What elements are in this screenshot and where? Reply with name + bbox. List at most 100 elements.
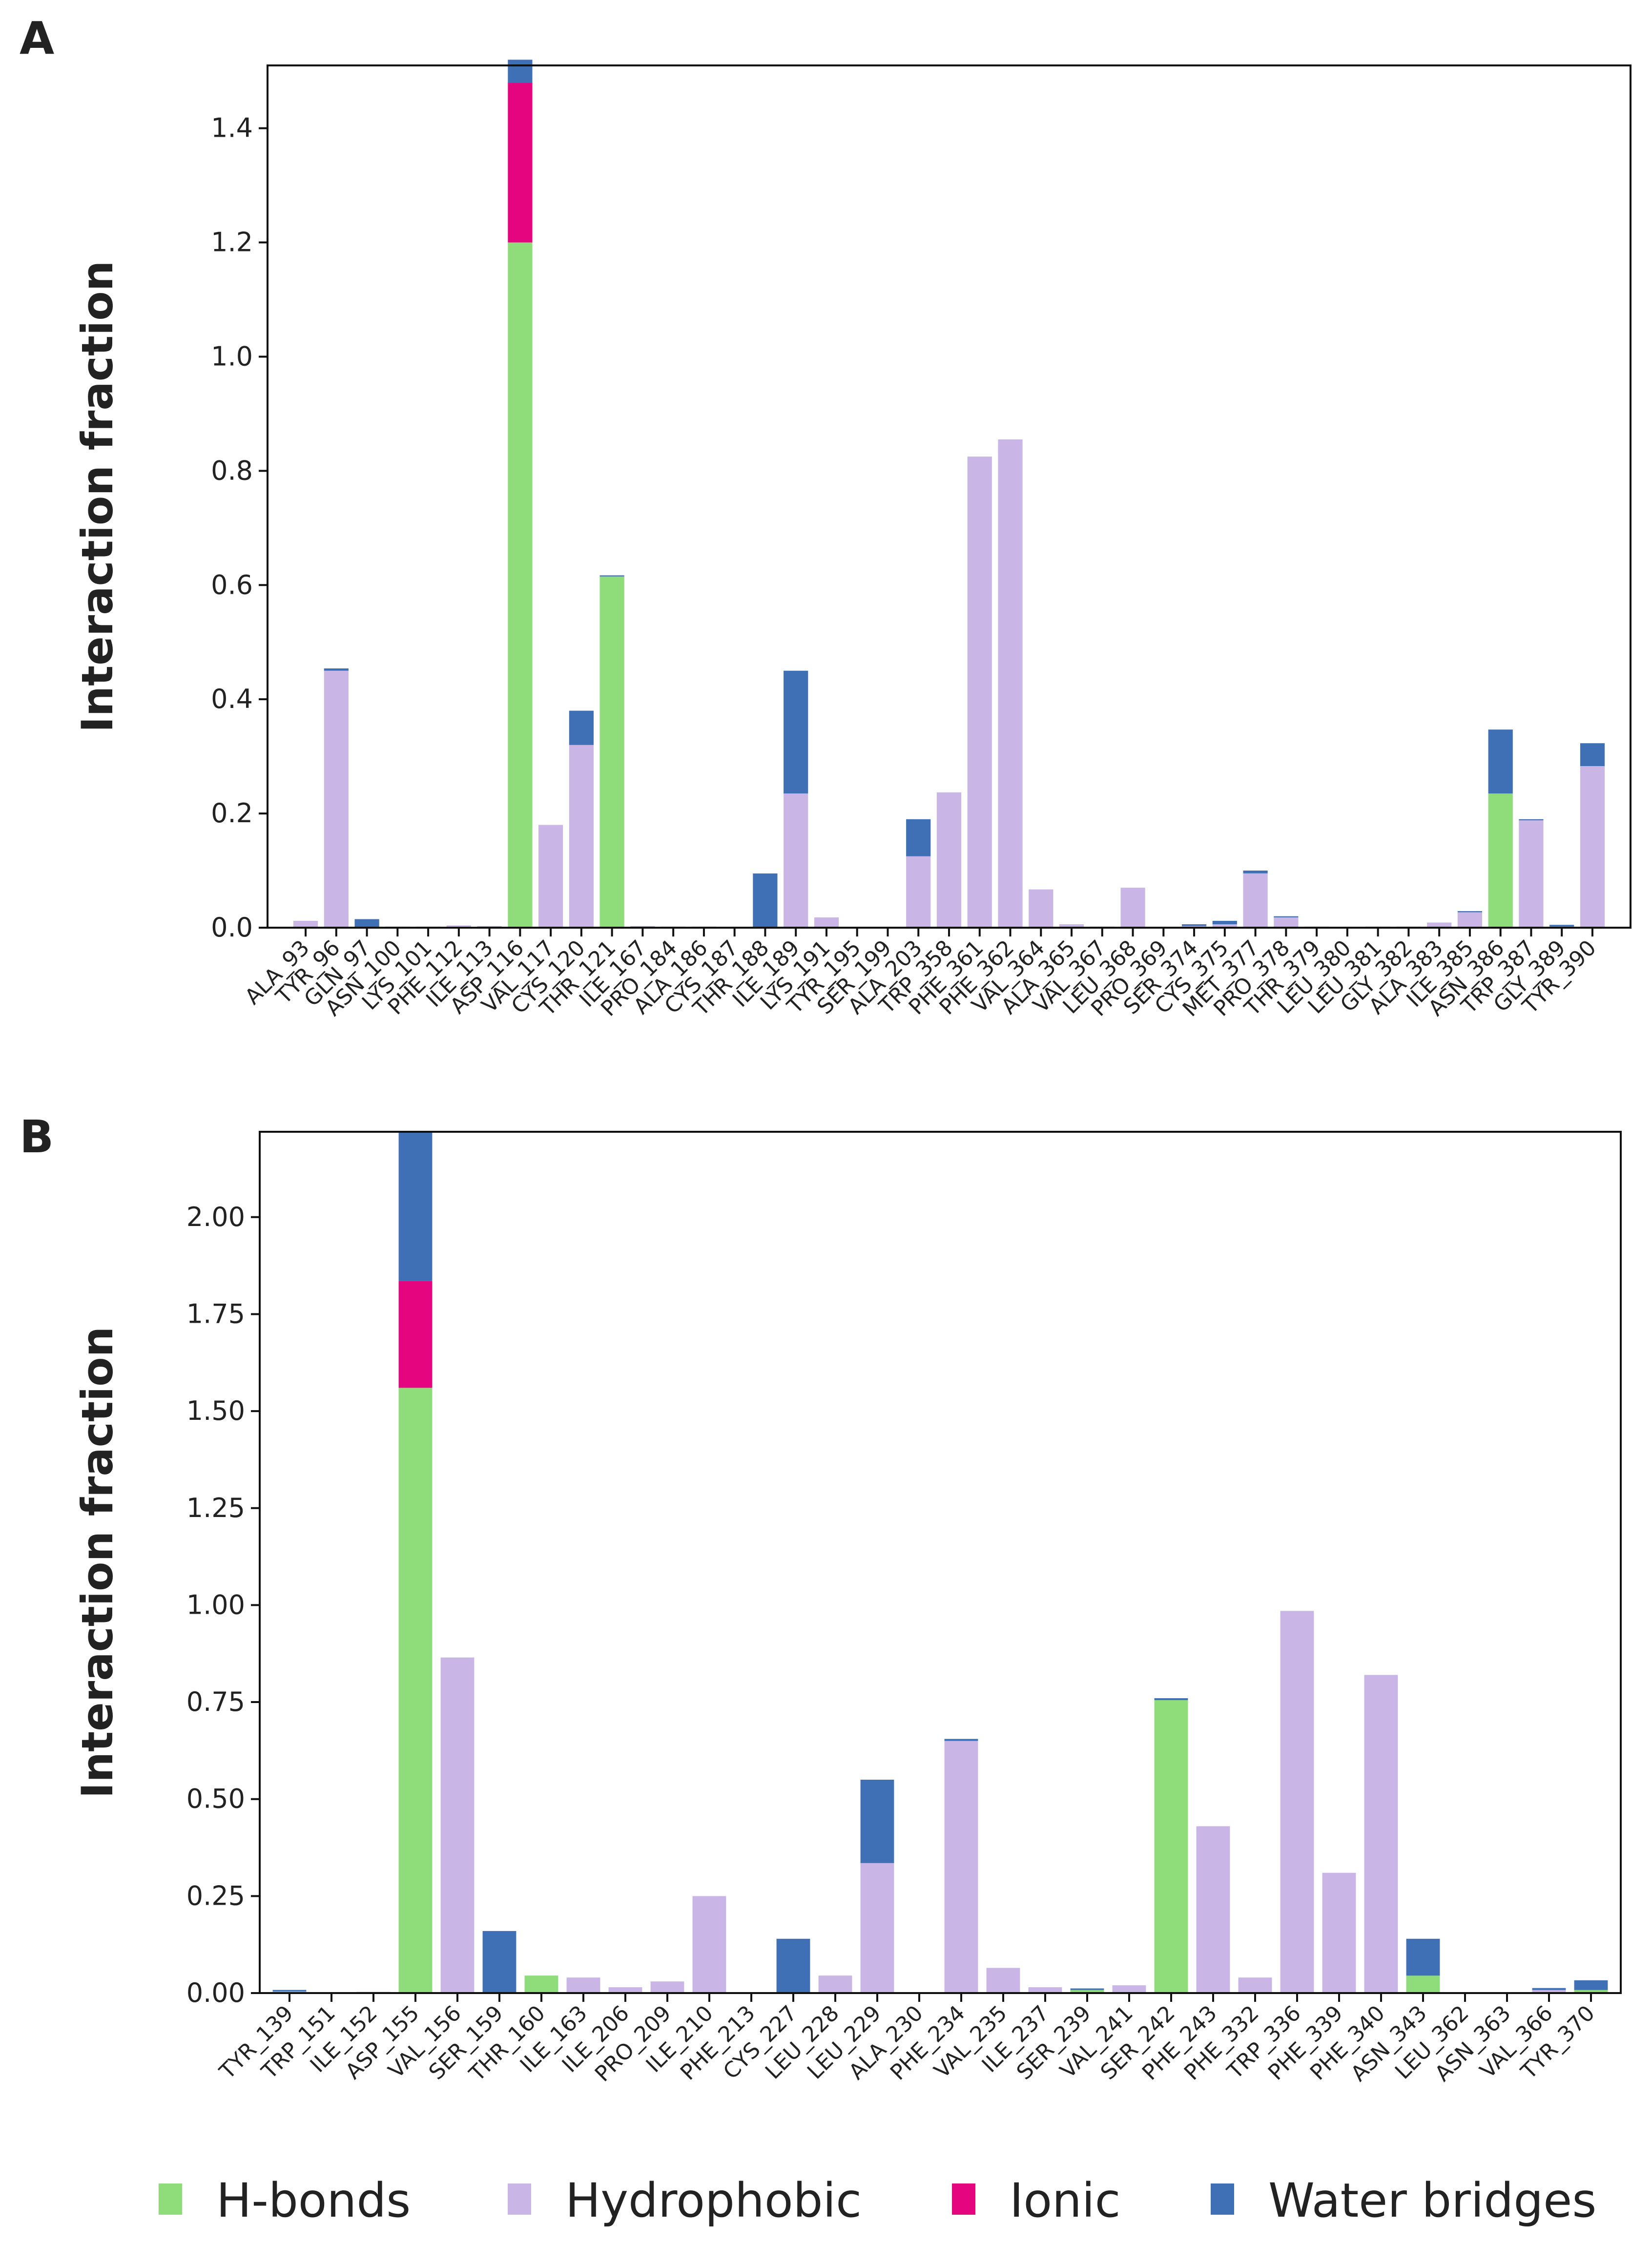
bar-h-bonds-asn_343 [1406, 1975, 1440, 1993]
bar-water-bridges-thr_121 [599, 575, 624, 577]
y-tick-label: 0.75 [186, 1686, 245, 1717]
bar-water-bridges-trp_387 [1519, 819, 1544, 821]
bar-water-bridges-cys_120 [569, 710, 594, 745]
bar-water-bridges-cys_227 [776, 1938, 810, 1993]
y-tick-label: 0.50 [186, 1784, 245, 1814]
y-tick-label: 0.8 [211, 455, 253, 486]
bar-water-bridges-gly_389 [1549, 925, 1574, 927]
bar-hydrophobic-leu_368 [1120, 888, 1145, 928]
bar-hydrophobic-phe_243 [1196, 1826, 1230, 1993]
bar-hydrophobic-lys_191 [814, 917, 839, 928]
y-tick-label: 1.50 [186, 1395, 245, 1426]
bar-hydrophobic-ile_210 [692, 1896, 726, 1993]
legend: H-bonds Hydrophobic Ionic Water bridges [159, 2173, 1596, 2228]
y-tick-label: 0.0 [211, 912, 253, 943]
bar-hydrophobic-val_235 [986, 1968, 1020, 1993]
bar-hydrophobic-val_241 [1112, 1985, 1146, 1993]
bar-hydrophobic-cys_375 [1212, 924, 1237, 928]
bar-hydrophobic-ala_203 [906, 856, 931, 928]
bar-water-bridges-ser_374 [1182, 924, 1207, 926]
y-tick-label: 2.00 [186, 1202, 245, 1232]
panel-b-y-axis-label: Interaction fraction [72, 1327, 123, 1799]
bar-water-bridges-ser_159 [482, 1931, 516, 1993]
bar-water-bridges-ile_189 [784, 670, 808, 794]
bar-hydrophobic-val_364 [1029, 889, 1053, 928]
bar-hydrophobic-tyr_96 [324, 670, 349, 928]
bar-hydrophobic-met_377 [1243, 873, 1268, 928]
y-tick-label: 1.2 [211, 227, 253, 258]
bar-hydrophobic-phe_112 [446, 925, 471, 928]
panel-b-bars [272, 1132, 1608, 1993]
bar-water-bridges-asn_386 [1488, 729, 1513, 794]
y-tick-label: 1.0 [211, 341, 253, 372]
bar-water-bridges-leu_229 [860, 1780, 894, 1863]
bar-water-bridges-ser_242 [1154, 1698, 1188, 1701]
panel-a-y-axis-label: Interaction fraction [72, 261, 123, 733]
bar-hydrophobic-val_366 [1532, 1990, 1566, 1993]
bar-hydrophobic-trp_336 [1280, 1611, 1314, 1993]
bar-ionic-asp_155 [398, 1281, 433, 1388]
y-tick-label: 1.75 [186, 1298, 245, 1329]
bar-h-bonds-ser_239 [1070, 1990, 1104, 1993]
y-tick-label: 1.00 [186, 1589, 245, 1620]
bar-water-bridges-asp_116 [508, 60, 533, 83]
bar-hydrophobic-val_156 [440, 1657, 475, 1993]
legend-swatch-water [1211, 2183, 1234, 2215]
bar-hydrophobic-trp_358 [936, 792, 962, 928]
bar-water-bridges-pro_378 [1274, 916, 1299, 917]
legend-swatch-ionic [952, 2183, 975, 2215]
bar-hydrophobic-pro_209 [650, 1981, 684, 1993]
bar-hydrophobic-ala_93 [293, 921, 318, 928]
y-tick-label: 0.4 [211, 684, 253, 714]
bar-h-bonds-ser_242 [1154, 1700, 1188, 1993]
bar-hydrophobic-ile_385 [1457, 912, 1482, 928]
bar-hydrophobic-ile_163 [566, 1977, 600, 1993]
bar-water-bridges-phe_234 [944, 1739, 978, 1741]
bar-h-bonds-asn_386 [1488, 793, 1513, 928]
legend-label-ionic: Ionic [1010, 2173, 1120, 2228]
bar-water-bridges-asp_155 [398, 1132, 433, 1281]
bar-water-bridges-ala_203 [906, 819, 931, 856]
bar-hydrophobic-phe_234 [944, 1741, 978, 1993]
bar-hydrophobic-cys_120 [569, 745, 594, 928]
bar-water-bridges-tyr_370 [1574, 1980, 1608, 1990]
bar-hydrophobic-ala_383 [1427, 922, 1452, 928]
bar-water-bridges-ser_239 [1070, 1988, 1104, 1990]
panel-a-label: A [20, 12, 54, 64]
bar-hydrophobic-ile_237 [1028, 1987, 1062, 1993]
bar-h-bonds-asp_116 [508, 242, 533, 928]
y-tick-label: 1.4 [211, 113, 253, 144]
panel-b: B 0.000.250.500.751.001.251.501.752.00TY… [20, 1111, 1622, 2087]
legend-swatch-hydrophobic [508, 2183, 531, 2215]
bar-water-bridges-ile_385 [1457, 911, 1482, 913]
panel-a-bars [293, 60, 1605, 928]
bar-water-bridges-met_377 [1243, 871, 1268, 873]
bar-water-bridges-cys_375 [1212, 921, 1237, 924]
bar-hydrophobic-ala_365 [1059, 924, 1084, 928]
bar-hydrophobic-leu_229 [860, 1863, 894, 1993]
bar-water-bridges-tyr_139 [272, 1990, 307, 1992]
bar-hydrophobic-pro_378 [1274, 917, 1299, 928]
bar-water-bridges-tyr_96 [324, 668, 349, 671]
panel-a: A 0.00.20.40.60.81.01.21.4ALA_93TYR_96GL… [20, 12, 1631, 1021]
y-tick-label: 1.25 [186, 1493, 245, 1523]
bar-hydrophobic-phe_340 [1364, 1675, 1398, 1993]
bar-h-bonds-thr_121 [599, 576, 624, 928]
bar-hydrophobic-trp_387 [1519, 820, 1544, 928]
bar-h-bonds-thr_160 [524, 1975, 558, 1993]
bar-hydrophobic-phe_339 [1322, 1872, 1356, 1993]
bar-hydrophobic-ile_206 [608, 1987, 642, 1993]
bar-hydrophobic-val_117 [538, 825, 563, 928]
bar-water-bridges-asn_343 [1406, 1938, 1440, 1976]
y-tick-label: 0.6 [211, 569, 253, 600]
bar-water-bridges-thr_188 [753, 873, 778, 928]
bar-water-bridges-tyr_390 [1580, 743, 1605, 766]
legend-swatch-hbonds [159, 2183, 182, 2215]
bar-hydrophobic-leu_228 [818, 1975, 852, 1993]
panel-b-label: B [20, 1111, 54, 1163]
bar-hydrophobic-phe_332 [1238, 1977, 1272, 1993]
bar-hydrophobic-phe_362 [998, 439, 1023, 928]
bar-hydrophobic-tyr_390 [1580, 766, 1605, 928]
y-tick-label: 0.00 [186, 1977, 245, 2008]
y-tick-label: 0.2 [211, 798, 253, 829]
